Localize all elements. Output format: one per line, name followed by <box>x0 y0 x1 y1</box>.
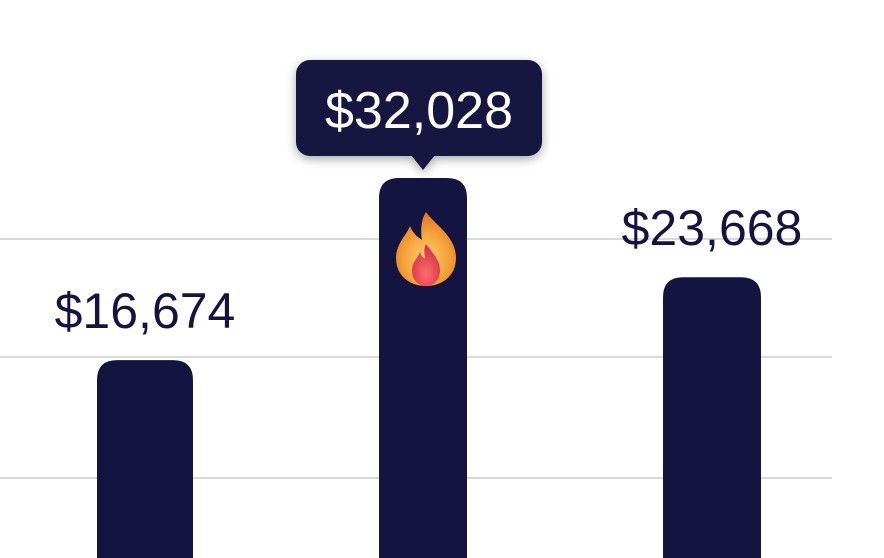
tooltip-background <box>296 60 542 156</box>
fire-icon <box>396 212 456 286</box>
tooltip-value-label: $32,028 <box>325 82 513 140</box>
tooltip-box <box>296 60 542 170</box>
tooltip-pointer <box>411 155 435 170</box>
bar-value-label: $16,674 <box>55 283 236 339</box>
value-labels: $16,674 $23,668 <box>55 200 803 339</box>
bar[interactable] <box>97 360 193 558</box>
bars <box>97 178 761 558</box>
tooltip: $32,028 <box>296 60 542 170</box>
fire-icon-inner <box>412 244 440 286</box>
bar[interactable] <box>663 277 761 558</box>
bar-value-label: $23,668 <box>622 200 803 256</box>
